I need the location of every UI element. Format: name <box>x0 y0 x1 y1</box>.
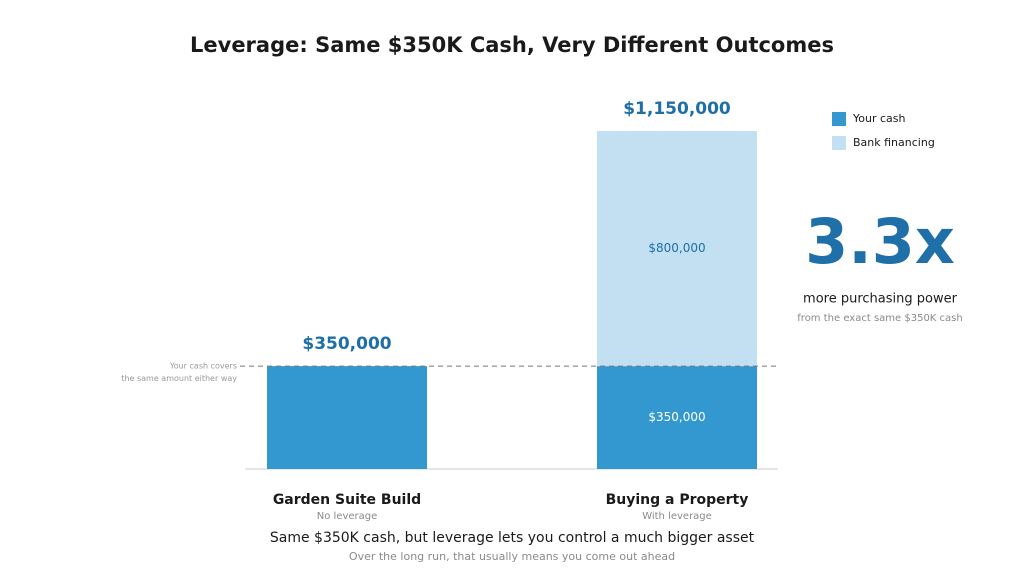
legend-swatch <box>832 136 846 150</box>
legend-label: Bank financing <box>853 136 935 149</box>
value-label: $350,000 <box>648 410 705 424</box>
reference-label: the same amount either way <box>121 374 237 383</box>
category-note: No leverage <box>317 511 378 522</box>
chart-title: Leverage: Same $350K Cash, Very Differen… <box>190 33 834 57</box>
total-label: $350,000 <box>302 334 391 354</box>
total-label: $1,150,000 <box>623 99 731 119</box>
legend-label: Your cash <box>852 112 905 125</box>
x-tick-label: Garden Suite Build <box>273 492 421 508</box>
callout-subtext: from the exact same $350K cash <box>797 313 962 324</box>
bar-segment <box>267 366 427 469</box>
x-tick-label: Buying a Property <box>606 492 749 508</box>
callout-value: 3.3x <box>805 205 955 278</box>
footer-text: Same $350K cash, but leverage lets you c… <box>270 530 755 546</box>
category-note: With leverage <box>642 511 712 522</box>
footer-subtext: Over the long run, that usually means yo… <box>349 550 675 563</box>
bar-segment <box>597 131 757 367</box>
value-label: $800,000 <box>648 241 705 255</box>
reference-label: Your cash covers <box>169 362 237 371</box>
legend-swatch <box>832 112 846 126</box>
callout-text: more purchasing power <box>803 292 958 307</box>
bar-segment <box>597 366 757 469</box>
